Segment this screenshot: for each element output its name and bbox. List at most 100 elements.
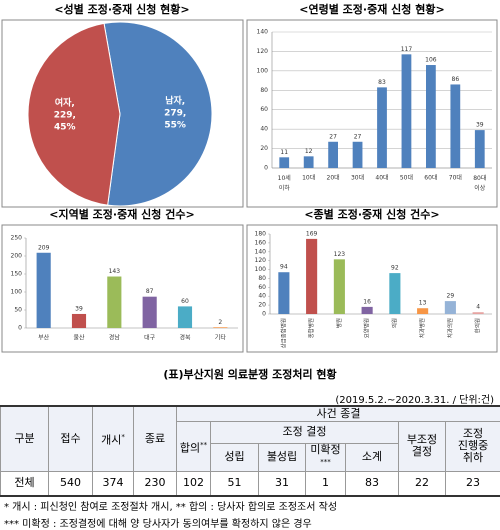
y-tick-label: 250 xyxy=(11,235,23,242)
y-tick-label: 120 xyxy=(257,48,269,55)
y-tick-label: 0 xyxy=(264,165,268,172)
x-tick-label: 울산 xyxy=(73,334,85,342)
table: 구분 접수 개시* 종료 사건 종결 합의** 조정 결정 부조정 결정 조정 … xyxy=(0,405,500,497)
header-cell: 합의** xyxy=(176,420,211,473)
data-label: 123 xyxy=(334,251,346,258)
x-tick-label: 상급종합병원 xyxy=(279,318,287,348)
header-sup: * xyxy=(121,433,125,442)
label-line: 10세 xyxy=(278,174,291,182)
y-tick-label: 150 xyxy=(11,271,23,278)
y-tick-label: 100 xyxy=(255,266,267,273)
bar xyxy=(401,54,412,168)
slice-label: 여자, xyxy=(55,97,75,109)
header-sup: ** xyxy=(200,440,208,449)
bar xyxy=(142,296,157,328)
data-label: 143 xyxy=(109,268,121,275)
y-tick-label: 50 xyxy=(14,307,22,314)
header-cell: 종료 xyxy=(133,405,177,473)
bar xyxy=(474,130,485,168)
header-cell: 소계 xyxy=(345,442,399,473)
table-cell: 31 xyxy=(258,471,306,497)
x-tick-label: 40대 xyxy=(375,174,388,182)
data-label: 39 xyxy=(476,122,484,129)
x-tick-label: 치과의원 xyxy=(446,318,454,338)
x-tick-label: 한의원 xyxy=(474,318,482,333)
data-label: 169 xyxy=(306,230,318,237)
table-cell: 230 xyxy=(133,471,177,497)
table-note: (2019.5.2.~2020.3.31. / 단위:건) xyxy=(335,395,494,406)
y-tick-label: 100 xyxy=(11,289,23,296)
bar xyxy=(328,141,338,168)
y-tick-label: 40 xyxy=(260,126,268,133)
y-tick-label: 60 xyxy=(260,106,268,113)
data-label: 106 xyxy=(425,57,437,64)
x-tick-label: 20대 xyxy=(327,174,340,182)
y-tick-label: 120 xyxy=(255,257,267,264)
y-tick-label: 60 xyxy=(258,284,266,291)
x-tick-label: 종합병원 xyxy=(307,318,315,338)
label-line: 이상 xyxy=(474,184,486,192)
bar xyxy=(352,141,363,168)
footnote: *** 미확정 : 조정결정에 대해 양 당사자가 동의여부를 확정하지 않은 … xyxy=(4,519,312,530)
pie-slice xyxy=(103,21,213,207)
data-label: 86 xyxy=(452,76,460,83)
header-cell: 개시* xyxy=(92,405,134,473)
y-tick-label: 100 xyxy=(257,67,269,74)
data-label: 27 xyxy=(329,133,337,140)
bar xyxy=(472,312,484,314)
header-cell: 불성립 xyxy=(258,442,306,473)
x-tick-label: 병원 xyxy=(335,318,343,328)
y-tick-label: 180 xyxy=(255,231,267,238)
bar xyxy=(71,313,87,328)
x-tick-label: 10대 xyxy=(302,174,315,182)
table-cell: 22 xyxy=(398,471,446,497)
data-label: 87 xyxy=(146,288,154,295)
data-label: 29 xyxy=(447,293,455,300)
bar xyxy=(450,84,461,168)
y-tick-label: 80 xyxy=(258,275,266,282)
chart-title: <지역별 조정·중재 신청 건수> xyxy=(49,207,194,221)
x-tick-label: 부산 xyxy=(38,334,50,342)
y-tick-label: 40 xyxy=(258,293,266,300)
bar xyxy=(213,327,228,328)
y-tick-label: 140 xyxy=(257,29,269,36)
header-cell: 접수 xyxy=(48,405,93,473)
pie-slice xyxy=(27,22,121,206)
label-line: 이하 xyxy=(279,184,291,192)
bar xyxy=(278,272,290,314)
header-cell: 구분 xyxy=(0,405,49,473)
data-label: 12 xyxy=(305,148,313,155)
x-tick-label: 경남 xyxy=(109,334,121,342)
bar xyxy=(426,65,436,168)
table-title: (표)부산지원 의료분쟁 조정처리 현황 xyxy=(163,368,337,381)
y-tick-label: 20 xyxy=(260,145,268,152)
chart-title: <종별 조정·중재 신청 건수> xyxy=(304,207,439,221)
data-label: 39 xyxy=(75,305,83,312)
x-tick-label: 대구 xyxy=(144,334,156,342)
y-tick-label: 0 xyxy=(262,311,266,318)
data-label: 94 xyxy=(280,264,288,271)
footnote: * 개시 : 피신청인 참여로 조정절차 개시, ** 합의 : 당사자 합의로… xyxy=(4,502,338,513)
bar xyxy=(333,259,345,314)
data-label: 209 xyxy=(38,244,50,251)
value-label: 279, xyxy=(164,108,186,118)
x-tick-label: 60대 xyxy=(424,174,437,182)
header-cell: 조정 진행중 취하 xyxy=(444,420,500,473)
y-tick-label: 0 xyxy=(18,325,22,332)
charts: <성별 조정·중재 신청 현황> 남자, 279, 55% 여자, 229, 45% <연령별… xyxy=(1,2,498,353)
data-label: 13 xyxy=(419,300,427,307)
bar xyxy=(177,306,193,328)
bar xyxy=(279,157,290,168)
x-tick-label: 경북 xyxy=(179,335,191,342)
x-tick-label: 50대 xyxy=(400,174,413,182)
bar xyxy=(361,306,373,314)
bar xyxy=(417,308,429,314)
x-tick-label: 70대 xyxy=(449,174,462,182)
data-label: 27 xyxy=(354,133,362,140)
percent-label: 55% xyxy=(164,120,186,130)
table-cell: 1 xyxy=(305,471,346,497)
chart-title: <연령별 조정·중재 신청 현황> xyxy=(299,2,444,16)
bar xyxy=(36,252,51,328)
bar xyxy=(377,87,387,168)
